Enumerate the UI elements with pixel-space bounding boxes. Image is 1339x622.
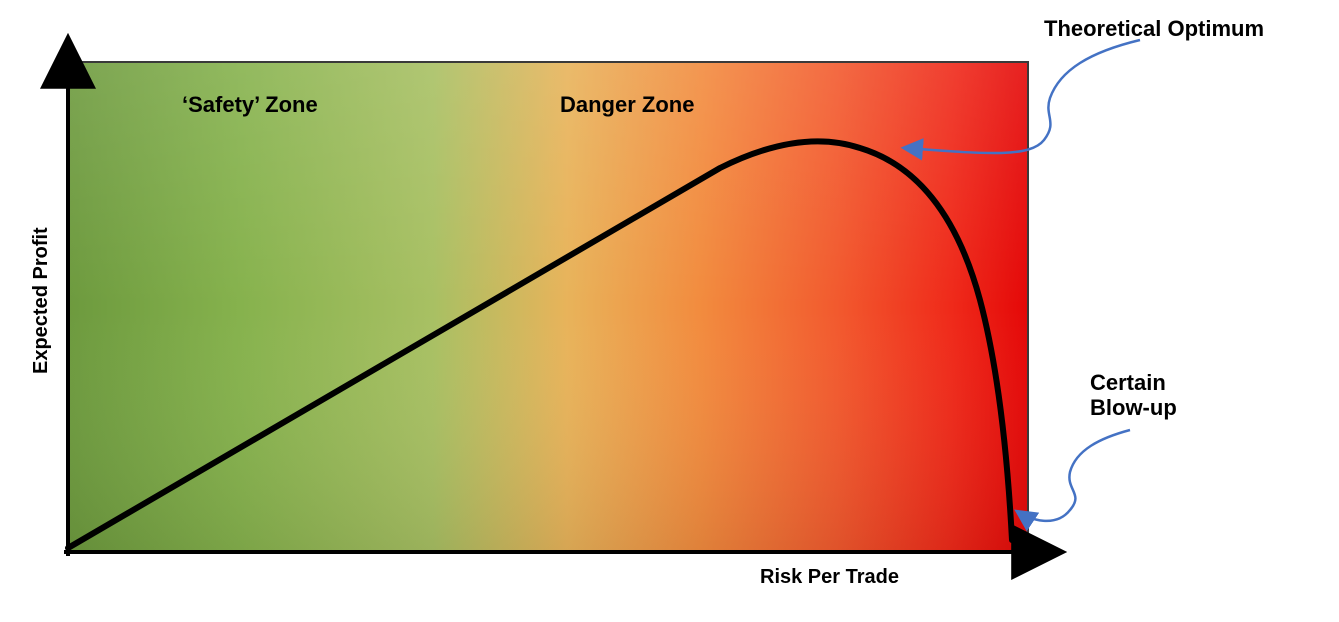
danger-zone-label: Danger Zone [560,92,694,118]
blowup-callout-arrow [1018,430,1130,521]
y-axis-label: Expected Profit [30,227,53,374]
safety-zone-label: ‘Safety’ Zone [182,92,318,118]
chart-stage: Expected Profit Risk Per Trade ‘Safety’ … [0,0,1339,622]
x-axis-label: Risk Per Trade [760,566,899,589]
certain-blowup-label: Certain Blow-up [1090,370,1177,421]
theoretical-optimum-label: Theoretical Optimum [1044,16,1264,41]
